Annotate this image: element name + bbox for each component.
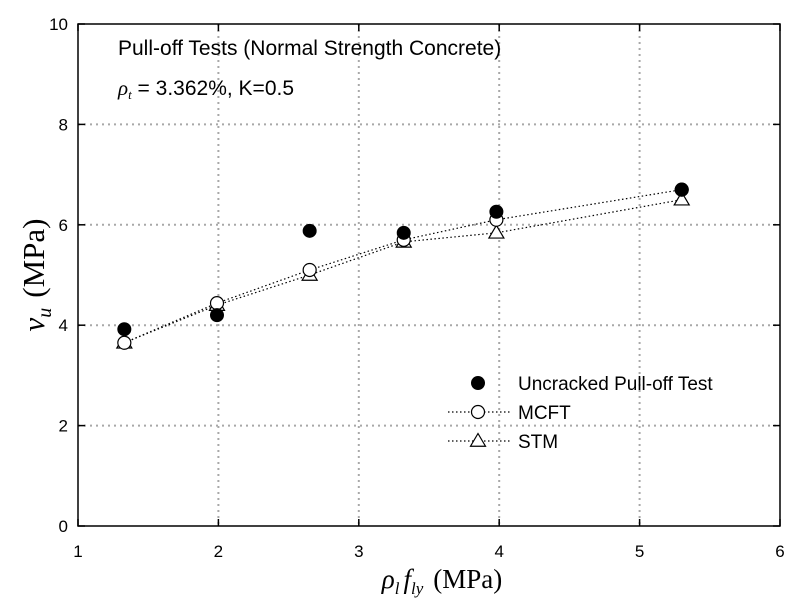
data-point-filled-circle bbox=[209, 308, 224, 323]
ticks: 1 2 3 4 5 6 0 2 4 6 8 10 bbox=[49, 15, 785, 561]
x-tick-label: 1 bbox=[73, 542, 82, 561]
y-tick-label: 4 bbox=[59, 316, 68, 335]
x-tick-label: 4 bbox=[494, 542, 503, 561]
y-axis-label: vu (MPa) bbox=[16, 219, 56, 332]
x-label-unit: (MPa) bbox=[433, 564, 502, 594]
series-line-open-triangle bbox=[124, 199, 682, 344]
legend-marker bbox=[470, 404, 486, 420]
y-label-unit: (MPa) bbox=[16, 219, 51, 298]
x-label-rho: ρ bbox=[381, 564, 395, 594]
data-point-filled-circle bbox=[117, 322, 132, 337]
x-tick-label: 3 bbox=[354, 542, 363, 561]
data-point-open-circle bbox=[117, 335, 132, 350]
subtitle-rest: = 3.362%, K=0.5 bbox=[132, 77, 294, 100]
data-point-filled-circle bbox=[396, 225, 411, 240]
legend-marker bbox=[469, 432, 487, 447]
y-tick-label: 6 bbox=[59, 216, 68, 235]
series-line-open-circle bbox=[124, 189, 682, 344]
data-point-open-triangle bbox=[487, 224, 505, 239]
series-lines bbox=[124, 189, 682, 344]
x-tick-label: 2 bbox=[214, 542, 223, 561]
data-point-open-circle bbox=[209, 296, 225, 311]
data-point-open-triangle bbox=[673, 191, 691, 206]
plot-frame bbox=[77, 23, 781, 527]
legend-entry: Uncracked Pull-off Test bbox=[471, 374, 713, 395]
legend-label: Uncracked Pull-off Test bbox=[518, 374, 713, 395]
y-label-v: v bbox=[16, 317, 51, 331]
legend-label: MCFT bbox=[518, 403, 571, 424]
subtitle-subscript: t bbox=[128, 87, 132, 102]
subtitle-rho: ρ bbox=[117, 76, 128, 100]
legend-label: STM bbox=[518, 432, 558, 453]
y-tick-label: 8 bbox=[59, 115, 68, 134]
y-label-sub: u bbox=[34, 308, 56, 318]
chart-subtitle: ρt = 3.362%, K=0.5 bbox=[117, 76, 294, 102]
x-tick-label: 5 bbox=[635, 542, 644, 561]
x-tick-label: 6 bbox=[775, 542, 784, 561]
series-markers bbox=[115, 182, 691, 350]
x-label-sub1: l bbox=[395, 579, 400, 598]
data-point-open-circle bbox=[302, 262, 317, 278]
y-tick-label: 10 bbox=[49, 15, 68, 34]
data-point-filled-circle bbox=[489, 204, 504, 219]
y-tick-label: 2 bbox=[59, 417, 68, 436]
x-axis-label: ρl fly (MPa) bbox=[381, 564, 503, 598]
legend: Uncracked Pull-off Test MCFT STM bbox=[448, 374, 713, 453]
chart-title: Pull-off Tests (Normal Strength Concrete… bbox=[118, 37, 501, 60]
x-label-sub2: ly bbox=[411, 579, 424, 598]
data-point-filled-circle bbox=[674, 182, 689, 197]
data-point-filled-circle bbox=[302, 223, 317, 238]
y-tick-label: 0 bbox=[59, 517, 68, 536]
legend-entry: MCFT bbox=[448, 403, 571, 424]
legend-marker bbox=[471, 376, 485, 390]
x-label-f: f bbox=[403, 564, 414, 594]
legend-entry: STM bbox=[448, 432, 558, 453]
